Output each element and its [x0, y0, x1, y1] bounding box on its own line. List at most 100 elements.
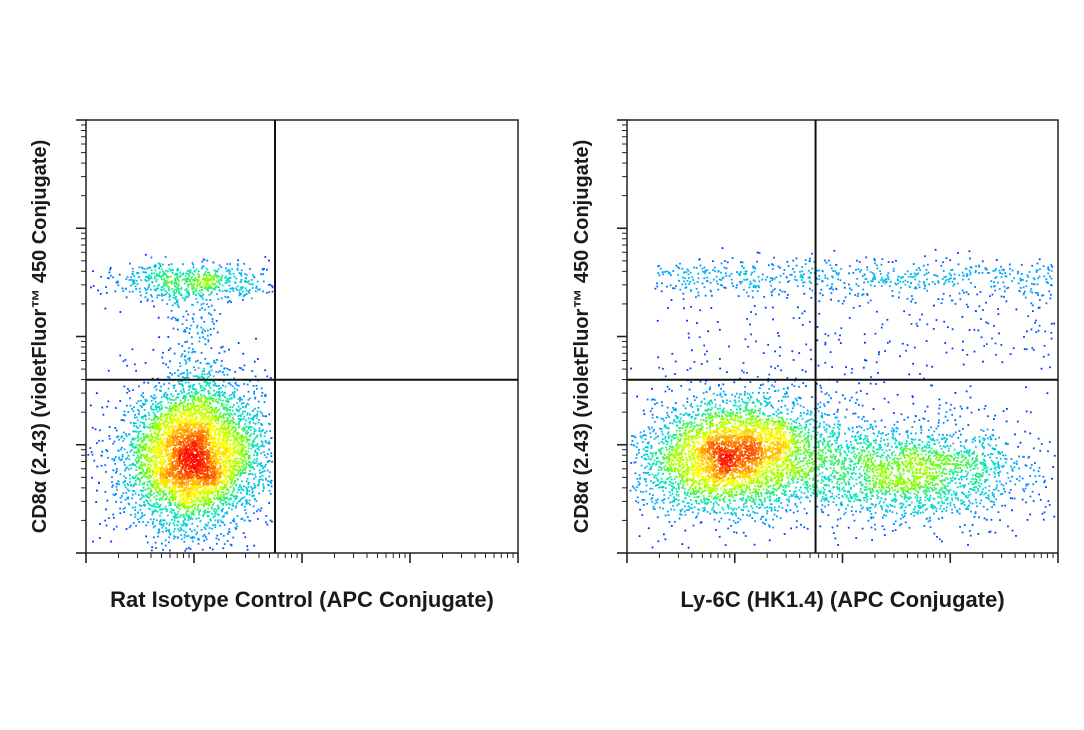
event-dot — [131, 348, 134, 351]
event-dot — [134, 437, 137, 440]
event-dot — [203, 445, 206, 448]
event-dot — [187, 443, 190, 446]
event-dot — [228, 397, 231, 400]
event-dot — [209, 366, 212, 369]
event-dot — [197, 504, 200, 506]
event-dot — [175, 516, 178, 519]
event-dot — [96, 465, 99, 468]
event-dot — [172, 439, 175, 442]
event-dot — [164, 481, 167, 484]
event-dot — [219, 370, 221, 372]
event-dot — [222, 503, 224, 506]
event-dot — [239, 484, 241, 487]
event-dot — [170, 490, 173, 493]
event-dot — [174, 417, 177, 420]
event-dot — [265, 415, 267, 418]
event-dot — [149, 479, 152, 482]
event-dot — [266, 469, 269, 472]
event-dot — [189, 487, 192, 489]
event-dot — [205, 488, 207, 491]
event-dot — [203, 422, 205, 425]
event-dot — [192, 445, 194, 448]
event-dot — [205, 474, 208, 476]
event-dot — [234, 526, 237, 529]
event-dot — [227, 412, 229, 415]
event-dot — [179, 484, 181, 487]
event-dot — [145, 494, 147, 497]
event-dot — [231, 413, 233, 416]
event-dot — [227, 492, 230, 494]
event-dot — [258, 479, 261, 481]
event-dot — [181, 475, 184, 477]
event-dot — [125, 467, 127, 470]
event-dot — [211, 422, 213, 424]
event-dot — [142, 404, 145, 406]
event-dot — [173, 456, 176, 459]
event-dot — [194, 471, 197, 474]
event-dot — [191, 448, 194, 450]
event-dot — [197, 482, 200, 485]
event-dot — [229, 465, 231, 468]
event-dot — [207, 507, 209, 510]
event-dot — [221, 391, 224, 393]
event-dot — [248, 439, 251, 441]
event-dot — [189, 500, 192, 503]
event-dot — [171, 486, 174, 489]
event-dot — [249, 503, 251, 506]
event-dot — [137, 447, 140, 450]
event-dot — [165, 444, 168, 447]
event-dot — [176, 506, 178, 509]
event-dot — [156, 510, 159, 513]
event-dot — [180, 523, 183, 526]
event-dot — [155, 404, 157, 407]
event-dot — [205, 436, 208, 439]
event-dot — [182, 432, 185, 435]
event-dot — [187, 402, 189, 405]
event-dot — [188, 466, 191, 469]
event-dot — [189, 443, 192, 446]
event-dot — [150, 549, 153, 552]
event-dot — [112, 442, 114, 445]
event-dot — [229, 458, 232, 461]
event-dot — [177, 403, 180, 406]
event-dot — [159, 460, 162, 463]
event-dot — [246, 413, 249, 416]
event-dot — [206, 482, 209, 485]
event-dot — [197, 428, 200, 430]
event-dot — [175, 390, 177, 392]
event-dot — [115, 429, 118, 432]
event-dot — [212, 508, 215, 511]
event-dot — [135, 501, 137, 504]
event-dot — [159, 472, 162, 474]
event-dot — [239, 420, 242, 422]
event-dot — [193, 460, 196, 463]
event-dot — [212, 438, 215, 440]
event-dot — [256, 451, 258, 454]
event-dot — [256, 454, 258, 456]
event-dot — [208, 451, 210, 453]
event-dot — [160, 490, 163, 493]
event-dot — [180, 528, 182, 530]
event-dot — [141, 490, 144, 492]
event-dot — [165, 472, 167, 475]
event-dot — [233, 391, 236, 393]
event-dot — [209, 386, 212, 389]
event-dot — [200, 438, 203, 441]
event-dot — [89, 447, 92, 449]
event-dot — [149, 459, 151, 461]
event-dot — [157, 424, 160, 427]
event-dot — [210, 409, 213, 412]
event-dot — [227, 502, 230, 505]
event-dot — [212, 380, 214, 382]
event-dot — [224, 500, 227, 503]
event-dot — [227, 401, 230, 404]
event-dot — [198, 420, 201, 423]
event-dot — [149, 504, 151, 507]
event-dot — [214, 417, 217, 419]
event-dot — [201, 466, 204, 468]
event-dot — [190, 428, 193, 431]
event-dot — [260, 478, 263, 481]
event-dot — [220, 445, 222, 448]
event-dot — [144, 488, 147, 491]
